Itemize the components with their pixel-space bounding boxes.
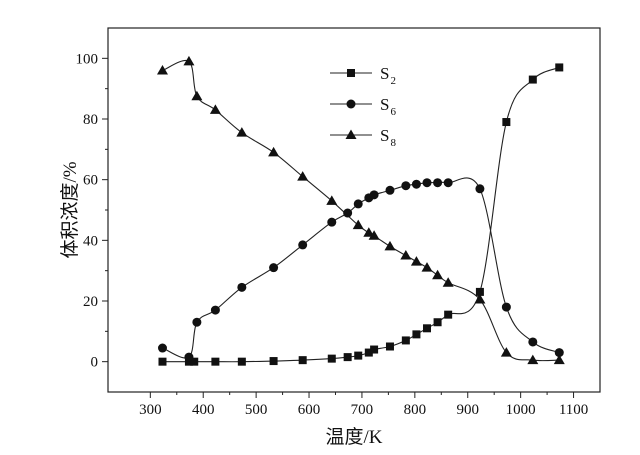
- data-point-circle: [554, 348, 564, 358]
- data-point-square: [211, 357, 220, 366]
- data-point-circle: [298, 240, 308, 250]
- y-tick-label: 20: [83, 294, 98, 310]
- data-point-square: [423, 324, 432, 333]
- data-point-square: [528, 75, 537, 84]
- data-point-circle: [401, 181, 411, 191]
- legend-subscript: 2: [390, 75, 396, 87]
- data-point-triangle: [500, 347, 512, 357]
- data-point-circle: [192, 317, 202, 327]
- data-point-square: [412, 330, 421, 339]
- data-point-triangle: [421, 262, 433, 272]
- data-point-triangle: [268, 146, 280, 157]
- data-point-circle: [210, 305, 220, 315]
- data-point-square: [298, 356, 307, 365]
- data-point-circle: [327, 217, 337, 227]
- y-tick-label: 0: [91, 355, 99, 371]
- data-point-triangle: [442, 277, 454, 287]
- data-point-square: [269, 357, 278, 366]
- data-point-square: [354, 351, 363, 360]
- data-point-circle: [343, 208, 353, 218]
- x-axis-title: 温度/K: [325, 426, 382, 448]
- x-tick-label: 300: [139, 402, 162, 418]
- series-curves: [162, 59, 560, 363]
- data-point-triangle: [400, 250, 412, 260]
- data-point-triangle: [352, 219, 364, 230]
- data-point-square: [502, 118, 511, 127]
- x-tick-label: 600: [298, 402, 321, 418]
- data-point-square: [444, 310, 453, 319]
- data-point-square: [190, 357, 199, 366]
- x-tick-label: 1100: [559, 402, 588, 418]
- legend-label: S8: [380, 126, 396, 149]
- data-point-circle: [269, 263, 279, 273]
- data-point-triangle: [363, 227, 375, 237]
- data-point-square: [401, 336, 410, 345]
- series-line-square: [162, 66, 560, 363]
- data-point-triangle: [553, 354, 565, 365]
- data-point-circle: [353, 199, 363, 209]
- data-point-triangle: [474, 293, 486, 304]
- data-point-triangle: [527, 354, 539, 365]
- data-point-circle: [528, 337, 538, 347]
- data-point-circle: [443, 178, 453, 188]
- x-tick-label: 700: [351, 402, 374, 418]
- y-tick-label: 100: [76, 51, 99, 67]
- data-point-triangle: [326, 195, 338, 205]
- data-point-circle: [157, 343, 167, 353]
- data-point-square: [385, 342, 394, 351]
- legend: S2 S6 S8: [330, 64, 396, 149]
- data-point-triangle: [156, 64, 168, 75]
- data-point-triangle: [209, 104, 221, 114]
- data-point-triangle: [297, 171, 309, 181]
- data-point-triangle: [191, 90, 203, 101]
- legend-marker-triangle: [345, 129, 357, 139]
- x-axis: 300 400 500 600 700 800 900 1000 1100: [139, 392, 588, 418]
- data-point-circle: [422, 178, 432, 188]
- x-tick-label: 1000: [506, 402, 536, 418]
- data-point-square: [158, 357, 167, 366]
- data-point-triangle: [432, 269, 444, 280]
- legend-marker-square: [347, 69, 355, 77]
- x-tick-label: 800: [404, 402, 427, 418]
- data-point-square: [433, 318, 442, 327]
- data-point-triangle: [410, 256, 422, 266]
- data-point-circle: [475, 184, 485, 194]
- y-tick-label: 60: [83, 173, 98, 189]
- data-point-triangle: [236, 127, 248, 137]
- legend-label: S2: [380, 64, 396, 87]
- data-point-square: [237, 357, 246, 366]
- legend-label: S6: [380, 95, 396, 118]
- data-point-square: [343, 353, 352, 362]
- data-point-circle: [433, 178, 443, 188]
- legend-marker-circle: [346, 99, 356, 109]
- data-point-circle: [184, 352, 194, 362]
- series-line-triangle: [162, 59, 560, 362]
- data-point-triangle: [183, 55, 195, 66]
- data-point-square: [364, 348, 373, 357]
- legend-subscript: 8: [390, 137, 396, 149]
- data-point-circle: [237, 282, 247, 292]
- x-tick-label: 500: [245, 402, 268, 418]
- data-point-triangle: [384, 240, 396, 251]
- x-tick-label: 900: [456, 402, 479, 418]
- legend-subscript: 6: [390, 106, 396, 118]
- y-axis-title: 体积浓度/%: [59, 161, 81, 258]
- series-markers: [156, 55, 565, 366]
- data-point-circle: [501, 302, 511, 312]
- data-point-circle: [369, 190, 379, 200]
- data-point-circle: [411, 179, 421, 189]
- x-tick-label: 400: [192, 402, 215, 418]
- data-point-square: [370, 345, 379, 354]
- data-point-circle: [385, 185, 395, 195]
- data-point-square: [555, 63, 564, 72]
- y-axis: 0 20 40 60 80 100: [76, 51, 108, 371]
- y-tick-label: 40: [83, 233, 98, 249]
- data-point-square: [327, 354, 336, 363]
- y-tick-label: 80: [83, 112, 98, 128]
- data-point-square: [184, 357, 193, 366]
- data-point-square: [475, 287, 484, 296]
- data-point-triangle: [368, 230, 380, 240]
